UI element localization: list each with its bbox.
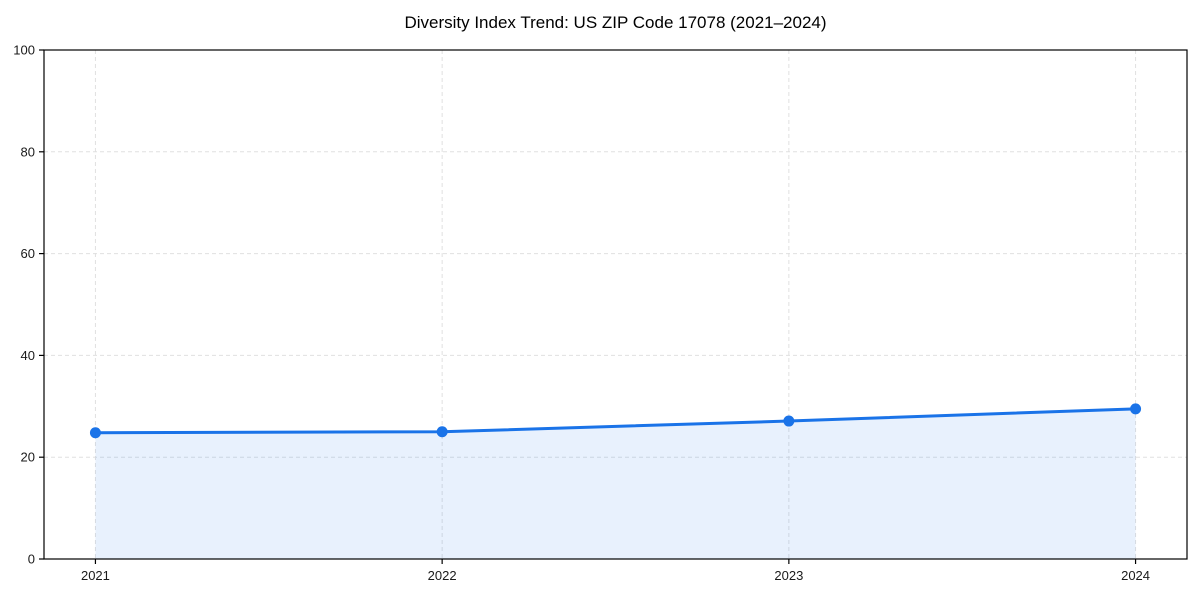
y-tick-label: 60 xyxy=(21,246,35,261)
data-point-2023 xyxy=(783,415,795,427)
data-point-2024 xyxy=(1130,403,1142,415)
x-tick-label: 2021 xyxy=(81,568,110,583)
y-tick-label: 20 xyxy=(21,450,35,465)
data-point-2021 xyxy=(89,427,101,439)
y-tick-label: 40 xyxy=(21,348,35,363)
x-tick-label: 2024 xyxy=(1121,568,1150,583)
x-tick-label: 2023 xyxy=(774,568,803,583)
trend-line xyxy=(93,407,1138,435)
x-tick-label: 2022 xyxy=(428,568,457,583)
y-tick-label: 0 xyxy=(28,552,35,567)
plot-border xyxy=(43,49,1188,560)
y-tick-label: 80 xyxy=(21,144,35,159)
chart-title: Diversity Index Trend: US ZIP Code 17078… xyxy=(404,13,827,32)
area-fill xyxy=(95,408,1136,559)
y-tick-label: 100 xyxy=(13,43,35,58)
data-point-2022 xyxy=(436,426,448,438)
